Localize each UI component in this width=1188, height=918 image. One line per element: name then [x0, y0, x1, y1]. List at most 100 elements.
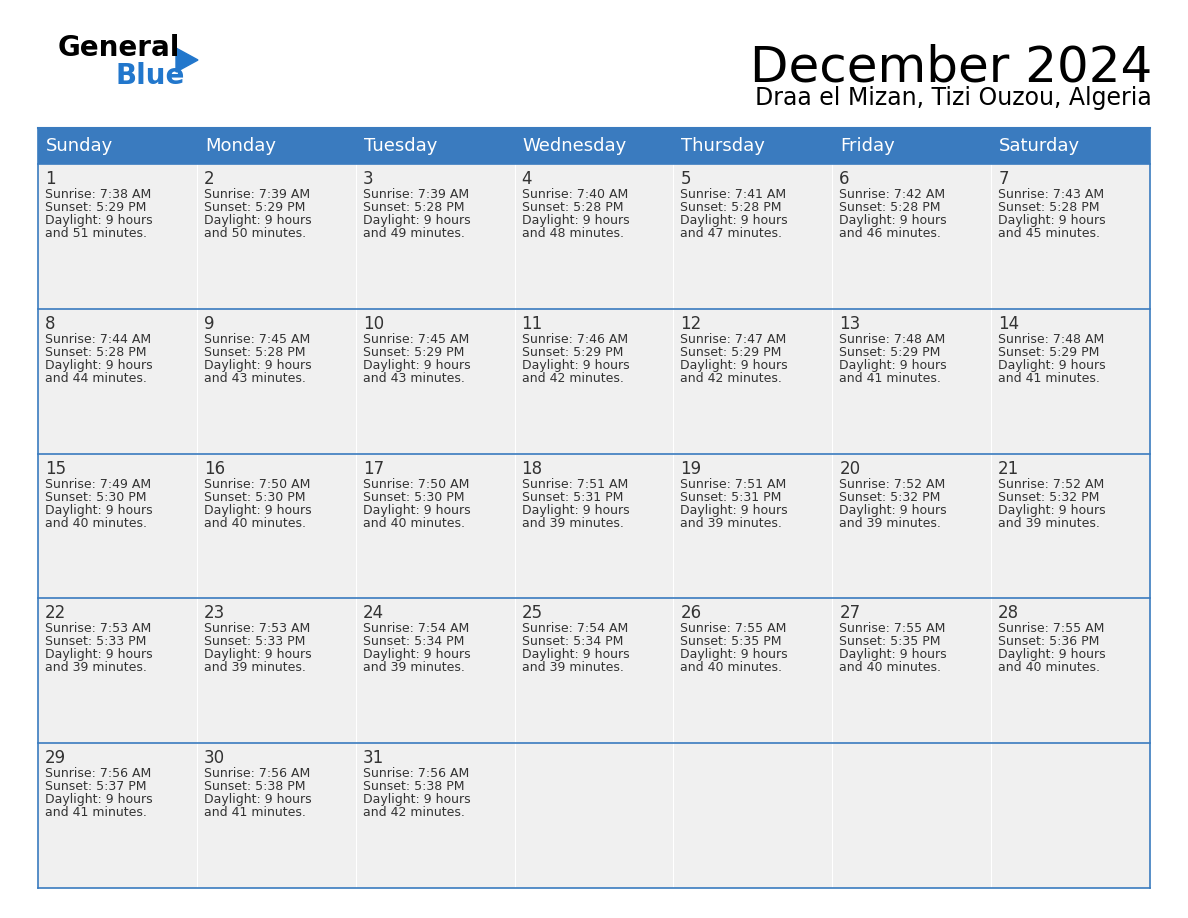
Text: 19: 19 [681, 460, 702, 477]
Polygon shape [176, 48, 198, 72]
Text: Sunrise: 7:46 AM: Sunrise: 7:46 AM [522, 333, 627, 346]
Text: and 42 minutes.: and 42 minutes. [522, 372, 624, 385]
Text: 24: 24 [362, 604, 384, 622]
Text: and 41 minutes.: and 41 minutes. [204, 806, 305, 819]
Text: Sunset: 5:28 PM: Sunset: 5:28 PM [998, 201, 1100, 214]
Text: Sunrise: 7:42 AM: Sunrise: 7:42 AM [839, 188, 946, 201]
Bar [674, 453, 833, 599]
Text: 6: 6 [839, 170, 849, 188]
Text: Daylight: 9 hours: Daylight: 9 hours [681, 648, 788, 661]
Text: and 50 minutes.: and 50 minutes. [204, 227, 307, 240]
Text: and 39 minutes.: and 39 minutes. [204, 661, 305, 675]
Text: Sunset: 5:28 PM: Sunset: 5:28 PM [204, 346, 305, 359]
Text: Sunrise: 7:53 AM: Sunrise: 7:53 AM [204, 622, 310, 635]
Bar [197, 453, 355, 599]
Text: and 43 minutes.: and 43 minutes. [362, 372, 465, 385]
Text: Daylight: 9 hours: Daylight: 9 hours [204, 359, 311, 372]
Text: and 39 minutes.: and 39 minutes. [522, 517, 624, 530]
Text: Sunset: 5:31 PM: Sunset: 5:31 PM [681, 490, 782, 504]
Text: and 39 minutes.: and 39 minutes. [681, 517, 783, 530]
Text: 15: 15 [45, 460, 67, 477]
Bar [355, 599, 514, 744]
Text: Daylight: 9 hours: Daylight: 9 hours [45, 648, 152, 661]
Bar [355, 128, 514, 164]
Text: Sunset: 5:38 PM: Sunset: 5:38 PM [204, 780, 305, 793]
Text: Sunset: 5:35 PM: Sunset: 5:35 PM [839, 635, 941, 648]
Text: and 47 minutes.: and 47 minutes. [681, 227, 783, 240]
Text: Sunrise: 7:39 AM: Sunrise: 7:39 AM [204, 188, 310, 201]
Text: Sunrise: 7:53 AM: Sunrise: 7:53 AM [45, 622, 151, 635]
Text: Sunset: 5:30 PM: Sunset: 5:30 PM [45, 490, 146, 504]
Text: and 41 minutes.: and 41 minutes. [998, 372, 1100, 385]
Text: and 51 minutes.: and 51 minutes. [45, 227, 147, 240]
Bar [674, 308, 833, 453]
Bar [991, 308, 1150, 453]
Text: and 44 minutes.: and 44 minutes. [45, 372, 147, 385]
Text: Sunrise: 7:51 AM: Sunrise: 7:51 AM [522, 477, 627, 490]
Text: Sunset: 5:36 PM: Sunset: 5:36 PM [998, 635, 1100, 648]
Text: Sunset: 5:37 PM: Sunset: 5:37 PM [45, 780, 146, 793]
Text: Daylight: 9 hours: Daylight: 9 hours [998, 214, 1106, 227]
Bar [674, 164, 833, 308]
Text: Sunset: 5:29 PM: Sunset: 5:29 PM [362, 346, 465, 359]
Text: 8: 8 [45, 315, 56, 333]
Text: Daylight: 9 hours: Daylight: 9 hours [522, 504, 630, 517]
Text: Daylight: 9 hours: Daylight: 9 hours [681, 214, 788, 227]
Bar [991, 164, 1150, 308]
Text: and 40 minutes.: and 40 minutes. [839, 661, 941, 675]
Text: Daylight: 9 hours: Daylight: 9 hours [362, 359, 470, 372]
Bar [38, 599, 197, 744]
Text: and 40 minutes.: and 40 minutes. [362, 517, 465, 530]
Bar [38, 164, 197, 308]
Text: Daylight: 9 hours: Daylight: 9 hours [204, 793, 311, 806]
Text: 13: 13 [839, 315, 860, 333]
Text: Sunset: 5:28 PM: Sunset: 5:28 PM [839, 201, 941, 214]
Text: 31: 31 [362, 749, 384, 767]
Bar [833, 128, 991, 164]
Bar [355, 164, 514, 308]
Text: Sunset: 5:35 PM: Sunset: 5:35 PM [681, 635, 782, 648]
Text: Daylight: 9 hours: Daylight: 9 hours [522, 648, 630, 661]
Text: Blue: Blue [116, 62, 185, 90]
Text: Sunset: 5:29 PM: Sunset: 5:29 PM [998, 346, 1100, 359]
Bar [514, 308, 674, 453]
Text: and 40 minutes.: and 40 minutes. [998, 661, 1100, 675]
Text: Daylight: 9 hours: Daylight: 9 hours [362, 793, 470, 806]
Text: Sunrise: 7:52 AM: Sunrise: 7:52 AM [839, 477, 946, 490]
Text: 29: 29 [45, 749, 67, 767]
Text: Sunrise: 7:50 AM: Sunrise: 7:50 AM [362, 477, 469, 490]
Text: 9: 9 [204, 315, 214, 333]
Bar [38, 744, 197, 888]
Text: Daylight: 9 hours: Daylight: 9 hours [839, 648, 947, 661]
Text: Sunset: 5:28 PM: Sunset: 5:28 PM [45, 346, 146, 359]
Bar [514, 128, 674, 164]
Text: Daylight: 9 hours: Daylight: 9 hours [362, 648, 470, 661]
Text: Sunrise: 7:45 AM: Sunrise: 7:45 AM [362, 333, 469, 346]
Text: December 2024: December 2024 [750, 43, 1152, 91]
Text: Sunset: 5:28 PM: Sunset: 5:28 PM [362, 201, 465, 214]
Text: 18: 18 [522, 460, 543, 477]
Text: and 49 minutes.: and 49 minutes. [362, 227, 465, 240]
Text: Sunrise: 7:45 AM: Sunrise: 7:45 AM [204, 333, 310, 346]
Text: Sunrise: 7:52 AM: Sunrise: 7:52 AM [998, 477, 1105, 490]
Bar [197, 164, 355, 308]
Text: and 39 minutes.: and 39 minutes. [839, 517, 941, 530]
Text: Daylight: 9 hours: Daylight: 9 hours [839, 214, 947, 227]
Bar [197, 308, 355, 453]
Text: Sunrise: 7:39 AM: Sunrise: 7:39 AM [362, 188, 469, 201]
Text: 2: 2 [204, 170, 215, 188]
Text: and 41 minutes.: and 41 minutes. [839, 372, 941, 385]
Text: Sunrise: 7:47 AM: Sunrise: 7:47 AM [681, 333, 786, 346]
Text: Sunrise: 7:48 AM: Sunrise: 7:48 AM [839, 333, 946, 346]
Bar [514, 164, 674, 308]
Text: Sunrise: 7:38 AM: Sunrise: 7:38 AM [45, 188, 151, 201]
Text: and 42 minutes.: and 42 minutes. [681, 372, 783, 385]
Text: Sunset: 5:33 PM: Sunset: 5:33 PM [45, 635, 146, 648]
Text: Sunrise: 7:56 AM: Sunrise: 7:56 AM [204, 767, 310, 780]
Text: Draa el Mizan, Tizi Ouzou, Algeria: Draa el Mizan, Tizi Ouzou, Algeria [756, 86, 1152, 110]
Bar [514, 453, 674, 599]
Text: 28: 28 [998, 604, 1019, 622]
Bar [674, 128, 833, 164]
Text: Daylight: 9 hours: Daylight: 9 hours [839, 504, 947, 517]
Text: Daylight: 9 hours: Daylight: 9 hours [998, 648, 1106, 661]
